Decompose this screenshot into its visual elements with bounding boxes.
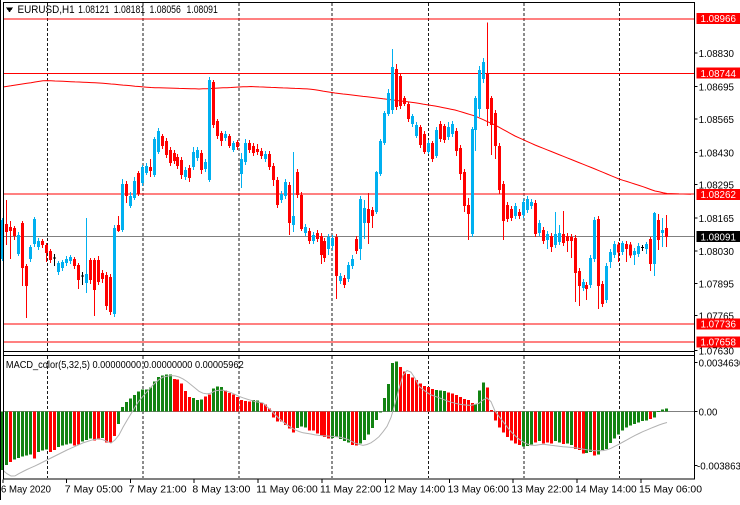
svg-text:1.07895: 1.07895 (699, 278, 735, 290)
svg-text:EURUSD,H1: EURUSD,H1 (18, 4, 75, 16)
svg-text:7 May 21:00: 7 May 21:00 (129, 484, 187, 496)
svg-text:7 May 05:00: 7 May 05:00 (65, 484, 123, 496)
svg-text:8 May 13:00: 8 May 13:00 (192, 484, 250, 496)
svg-text:1.08091: 1.08091 (701, 231, 737, 243)
svg-text:15 May 06:00: 15 May 06:00 (639, 484, 702, 496)
svg-text:1.08030: 1.08030 (699, 246, 735, 258)
svg-text:11 May 22:00: 11 May 22:00 (320, 484, 382, 496)
svg-text:1.08830: 1.08830 (699, 48, 735, 60)
svg-text:12 May 14:00: 12 May 14:00 (384, 484, 446, 496)
svg-text:1.07630: 1.07630 (699, 346, 735, 358)
svg-text:13 May 22:00: 13 May 22:00 (511, 484, 573, 496)
svg-text:6 May 2020: 6 May 2020 (1, 484, 51, 496)
svg-text:0.0034630: 0.0034630 (699, 358, 740, 370)
svg-text:1.08295: 1.08295 (699, 180, 735, 192)
svg-text:1.08056: 1.08056 (150, 4, 181, 16)
svg-text:1.08966: 1.08966 (701, 13, 737, 25)
svg-text:0.00: 0.00 (699, 407, 718, 419)
svg-text:1.07658: 1.07658 (701, 336, 737, 348)
svg-text:1.08695: 1.08695 (699, 82, 735, 94)
svg-text:1.08262: 1.08262 (701, 189, 737, 201)
svg-text:1.08121: 1.08121 (78, 4, 109, 16)
svg-text:MACD_color(5,32,5) 0.00000000: MACD_color(5,32,5) 0.00000000 0.00000000… (6, 359, 244, 371)
svg-text:13 May 06:00: 13 May 06:00 (448, 484, 510, 496)
svg-text:14 May 14:00: 14 May 14:00 (575, 484, 637, 496)
svg-text:-0.0038633: -0.0038633 (697, 461, 740, 473)
svg-text:1.08744: 1.08744 (701, 68, 737, 80)
svg-text:1.08565: 1.08565 (699, 114, 735, 126)
svg-text:11 May 06:00: 11 May 06:00 (256, 484, 318, 496)
svg-text:1.07736: 1.07736 (701, 319, 737, 331)
svg-text:1.08091: 1.08091 (187, 4, 218, 16)
svg-text:1.08165: 1.08165 (699, 213, 735, 225)
svg-text:1.08181: 1.08181 (114, 4, 145, 16)
svg-text:1.08430: 1.08430 (699, 147, 735, 159)
